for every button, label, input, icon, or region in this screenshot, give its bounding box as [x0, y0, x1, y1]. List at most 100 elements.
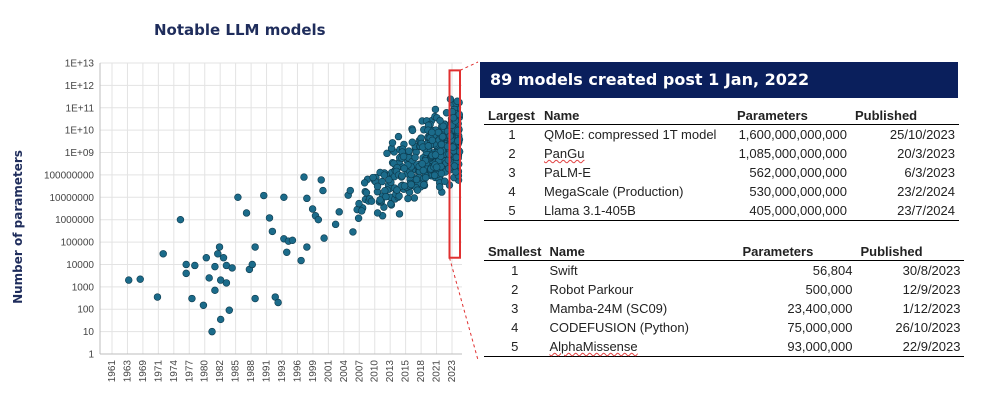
- x-tick-label: 2018: [416, 360, 427, 383]
- cell-name: Robot Parkour: [549, 282, 634, 297]
- data-point: [205, 274, 213, 282]
- data-point: [215, 243, 224, 251]
- cell-rank: 3: [508, 165, 516, 180]
- data-point: [410, 194, 419, 202]
- x-tick-label: 2015: [401, 360, 412, 383]
- table-row: 2 PanGu 1,085,000,000,000 20/3/2023: [484, 144, 959, 163]
- y-tick-label: 1E+09: [65, 148, 95, 159]
- y-tick-label: 10000000: [50, 193, 95, 204]
- data-point: [412, 175, 421, 184]
- data-point: [428, 136, 437, 145]
- cell-name: PaLM-E: [544, 165, 591, 180]
- cell-name: Mamba-24M (SC09): [549, 301, 668, 316]
- x-tick-label: 1982: [215, 360, 226, 383]
- x-tick-label: 2023: [447, 360, 458, 383]
- data-point: [211, 286, 219, 295]
- cell-rank: 3: [511, 301, 519, 316]
- x-tick-label: 1971: [153, 360, 164, 383]
- data-point: [394, 132, 403, 141]
- cell-rank: 2: [511, 282, 519, 297]
- table-header-row: Smallest Name Parameters Published: [484, 242, 965, 261]
- cell-rank: 1: [511, 263, 519, 278]
- data-point: [437, 140, 446, 149]
- x-tick-label: 1977: [184, 360, 195, 383]
- cell-published: 30/8/2023: [902, 263, 961, 278]
- col-header-rank: Largest: [484, 106, 540, 125]
- data-point: [242, 209, 251, 217]
- data-point: [393, 186, 401, 194]
- x-tick-label: 1991: [262, 360, 273, 383]
- x-tick-label: 2007: [354, 360, 365, 383]
- x-tick-label: 2004: [339, 360, 350, 383]
- data-point: [297, 256, 305, 265]
- data-point: [407, 180, 415, 189]
- data-point: [357, 207, 366, 215]
- data-point: [182, 269, 190, 278]
- y-tick-label: 100000: [61, 238, 95, 249]
- data-point: [395, 210, 404, 218]
- cell-published: 26/10/2023: [895, 320, 961, 335]
- x-tick-label: 1999: [308, 360, 319, 383]
- table-header-row: Largest Name Parameters Published: [484, 106, 959, 125]
- data-point: [369, 173, 377, 182]
- data-point: [421, 173, 430, 182]
- data-point: [378, 177, 386, 186]
- data-point: [335, 208, 343, 216]
- data-point: [349, 228, 357, 236]
- cell-params: 530,000,000,000: [749, 184, 847, 199]
- data-point: [362, 189, 371, 197]
- data-point: [380, 171, 388, 179]
- cell-params: 1,085,000,000,000: [738, 146, 847, 161]
- y-tick-label: 100: [77, 305, 94, 316]
- cell-params: 500,000: [805, 282, 853, 297]
- cell-published: 23/7/2024: [851, 201, 959, 221]
- col-header-params: Parameters: [733, 106, 851, 125]
- cell-published: 22/9/2023: [856, 337, 965, 357]
- x-tick-label: 1988: [246, 360, 257, 383]
- data-point: [382, 192, 390, 201]
- data-point: [430, 171, 439, 180]
- data-point: [439, 122, 447, 130]
- data-point: [354, 214, 363, 222]
- cell-name: PanGu: [540, 144, 733, 163]
- data-point: [385, 175, 393, 184]
- x-tick-label: 1969: [138, 360, 149, 383]
- cell-name: Swift: [549, 263, 578, 278]
- data-point: [159, 250, 167, 258]
- data-point: [225, 306, 233, 314]
- data-point: [216, 315, 225, 324]
- table-row: 3 Mamba-24M (SC09) 23,400,000 1/12/2023: [484, 299, 964, 318]
- data-point: [265, 214, 274, 222]
- data-point: [283, 248, 291, 256]
- y-tick-label: 1E+12: [65, 81, 95, 92]
- data-point: [202, 254, 211, 262]
- data-point: [424, 142, 433, 150]
- x-tick-label: 2021: [432, 360, 443, 383]
- largest-table-body: 1 QMoE: compressed 1T model 1,600,000,000,…: [484, 125, 959, 221]
- data-point: [431, 151, 440, 159]
- table-row: 5 AlphaMissense 93,000,000 22/9/2023: [484, 337, 965, 357]
- data-point: [420, 181, 428, 189]
- data-point: [387, 200, 395, 208]
- highlight-layer: [448, 61, 479, 361]
- cell-name: MegaScale (Production): [544, 184, 684, 199]
- data-point: [222, 279, 231, 287]
- data-point: [355, 199, 363, 208]
- data-point: [399, 152, 408, 161]
- y-tick-label: 10: [83, 327, 95, 338]
- data-point: [411, 153, 419, 162]
- data-point: [388, 139, 397, 147]
- cell-name: Llama 3.1-405B: [540, 201, 733, 221]
- data-point: [376, 196, 384, 204]
- data-point: [405, 147, 413, 155]
- data-point: [331, 220, 340, 229]
- data-point: [408, 126, 417, 135]
- table-row: 2 Robot Parkour 500,000 12/9/2023: [484, 280, 964, 299]
- data-point: [260, 191, 268, 200]
- data-point: [436, 147, 445, 156]
- cell-rank: 4: [511, 320, 519, 335]
- col-header-rank: Smallest: [484, 242, 546, 261]
- cell-published: 23/2/2024: [897, 184, 955, 199]
- cell-params: 75,000,000: [787, 320, 853, 335]
